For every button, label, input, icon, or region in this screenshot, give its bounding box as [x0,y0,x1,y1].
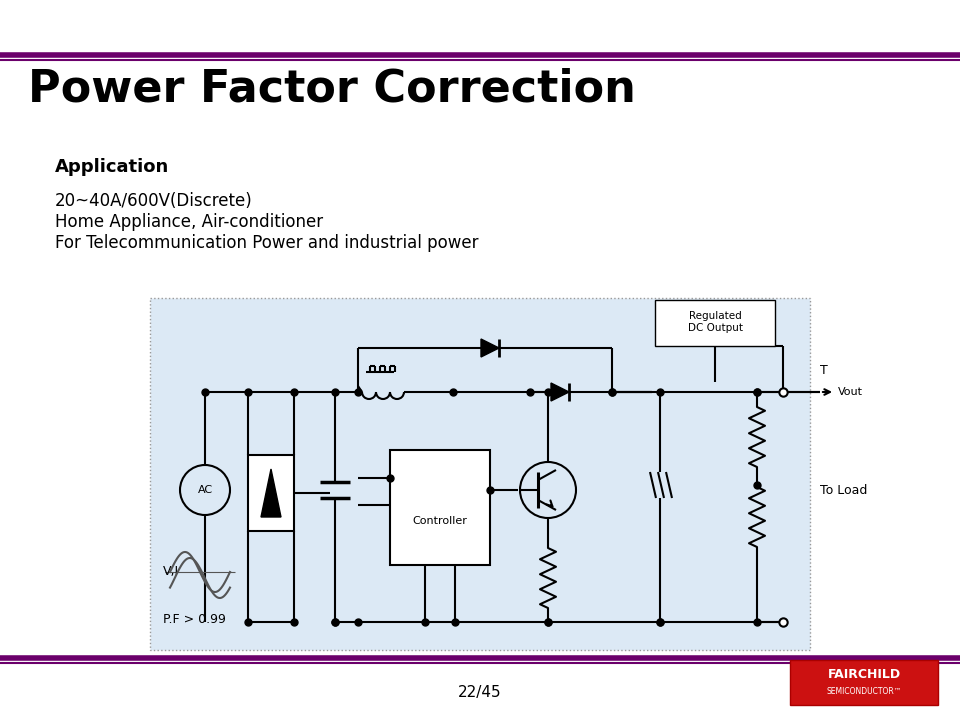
Text: To Load: To Load [820,484,868,497]
Text: T: T [820,364,828,377]
Text: Vout: Vout [838,387,863,397]
Text: P.F > 0.99: P.F > 0.99 [163,613,226,626]
Bar [655,300,775,346]
Text: Regulated
DC Output: Regulated DC Output [687,311,742,333]
Text: 22/45: 22/45 [458,685,502,700]
Text: V,I: V,I [163,565,180,578]
Text: Application: Application [55,158,169,176]
Bar [790,660,938,705]
Text: SEMICONDUCTOR™: SEMICONDUCTOR™ [827,688,901,696]
Text: FAIRCHILD: FAIRCHILD [828,668,900,682]
Text: 20~40A/600V(Discrete): 20~40A/600V(Discrete) [55,192,252,210]
Polygon shape [551,383,569,401]
Text: For Telecommunication Power and industrial power: For Telecommunication Power and industri… [55,234,478,252]
Text: AC: AC [198,485,212,495]
Text: Home Appliance, Air-conditioner: Home Appliance, Air-conditioner [55,213,324,231]
Bar [248,455,294,531]
Bar [390,450,490,565]
Bar [150,298,810,650]
Polygon shape [481,339,499,357]
Polygon shape [261,469,281,517]
Text: Power Factor Correction: Power Factor Correction [28,68,636,111]
Text: Controller: Controller [413,516,468,526]
